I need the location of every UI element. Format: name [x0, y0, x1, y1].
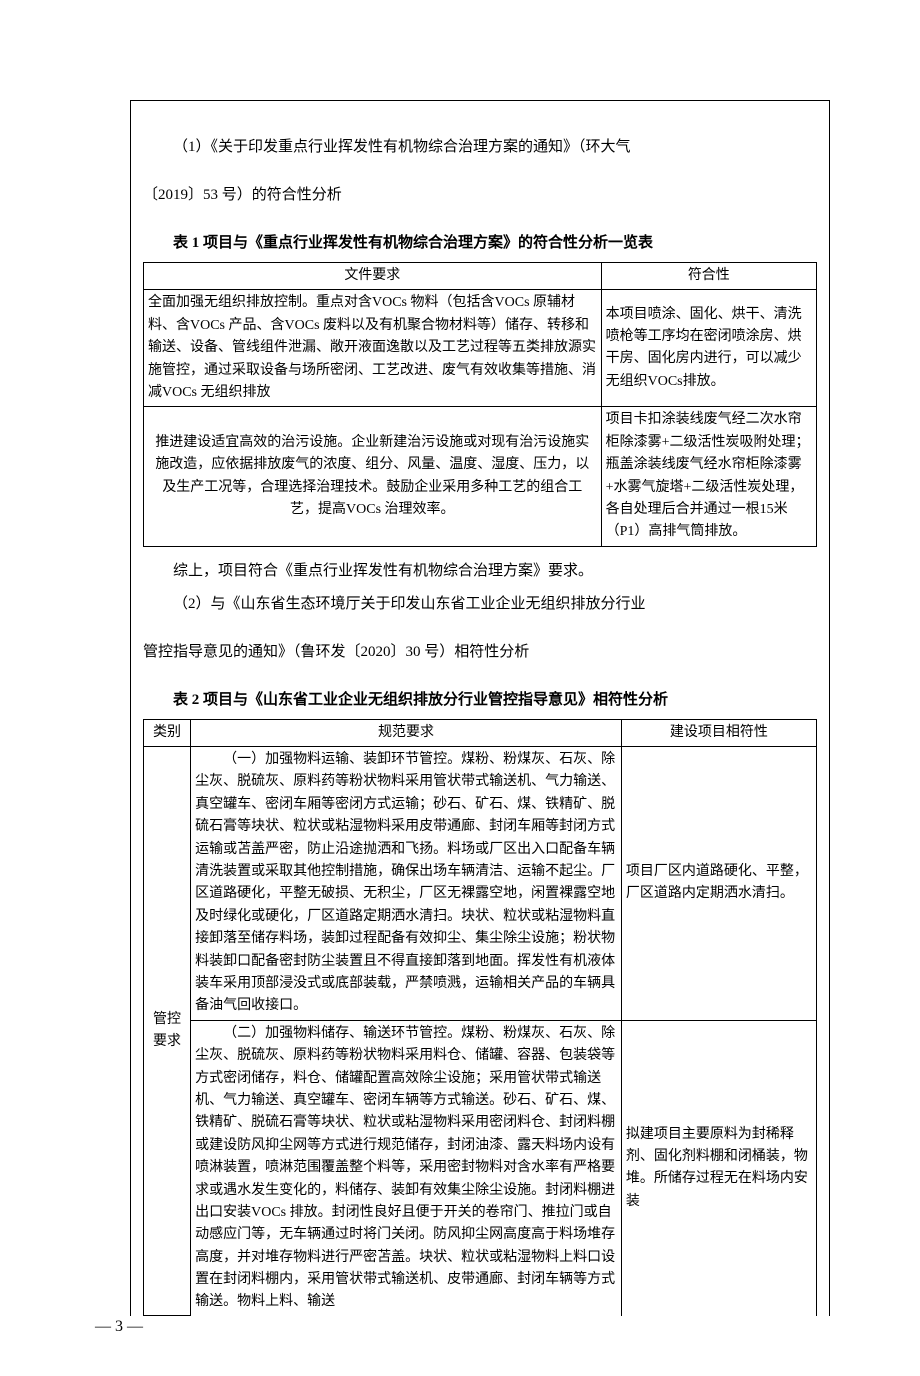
table-2-cell-req-2: （二）加强物料储存、输送环节管控。煤粉、粉煤灰、石灰、除尘灰、脱硫灰、原料药等粉… — [191, 1020, 622, 1316]
paragraph-1-line-2: 〔2019〕53 号）的符合性分析 — [143, 179, 817, 212]
table-2-header-cat: 类别 — [144, 719, 191, 746]
table-2-title: 表 2 项目与《山东省工业企业无组织排放分行业管控指导意见》相符性分析 — [143, 684, 817, 717]
table-2-header-row: 类别 规范要求 建设项目相符性 — [144, 719, 817, 746]
table-1-title: 表 1 项目与《重点行业挥发性有机物综合治理方案》的符合性分析一览表 — [143, 227, 817, 260]
table-row: （二）加强物料储存、输送环节管控。煤粉、粉煤灰、石灰、除尘灰、脱硫灰、原料药等粉… — [144, 1020, 817, 1316]
table-2: 类别 规范要求 建设项目相符性 管控要求 （一）加强物料运输、装卸环节管控。煤粉… — [143, 719, 817, 1317]
table-1-header-comp: 符合性 — [601, 263, 816, 290]
table-1-cell-req-1: 全面加强无组织排放控制。重点对含VOCs 物料（包括含VOCs 原辅材料、含VO… — [144, 290, 602, 407]
table-1-header-req: 文件要求 — [144, 263, 602, 290]
table-1: 文件要求 符合性 全面加强无组织排放控制。重点对含VOCs 物料（包括含VOCs… — [143, 262, 817, 547]
mid-paragraph-1: 综上，项目符合《重点行业挥发性有机物综合治理方案》要求。 — [143, 555, 817, 588]
table-2-cell-comp-2: 拟建项目主要原料为封稀释剂、固化剂料棚和闭桶装，物堆。所储存过程无在料场内安装 — [621, 1020, 816, 1316]
table-1-header-row: 文件要求 符合性 — [144, 263, 817, 290]
table-2-req-1-text: （一）加强物料运输、装卸环节管控。煤粉、粉煤灰、石灰、除尘灰、脱硫灰、原料药等粉… — [195, 749, 617, 1018]
content-frame: （1）《关于印发重点行业挥发性有机物综合治理方案的通知》（环大气 〔2019〕5… — [130, 100, 830, 1316]
table-1-cell-comp-1: 本项目喷涂、固化、烘干、清洗喷枪等工序均在密闭喷涂房、烘干房、固化房内进行，可以… — [601, 290, 816, 407]
table-2-cell-cat: 管控要求 — [144, 747, 191, 1316]
page-number: — 3 — — [95, 1318, 143, 1336]
table-2-cell-comp-1: 项目厂区内道路硬化、平整，厂区道路内定期洒水清扫。 — [621, 747, 816, 1021]
mid-paragraph-2: （2）与《山东省生态环境厅关于印发山东省工业企业无组织排放分行业 — [143, 588, 817, 621]
table-2-req-2-text: （二）加强物料储存、输送环节管控。煤粉、粉煤灰、石灰、除尘灰、脱硫灰、原料药等粉… — [195, 1023, 617, 1314]
document-page: （1）《关于印发重点行业挥发性有机物综合治理方案的通知》（环大气 〔2019〕5… — [0, 0, 920, 1376]
mid-paragraph-3: 管控指导意见的通知》（鲁环发〔2020〕30 号）相符性分析 — [143, 636, 817, 669]
content-block: （1）《关于印发重点行业挥发性有机物综合治理方案的通知》（环大气 〔2019〕5… — [131, 101, 829, 1316]
table-row: 全面加强无组织排放控制。重点对含VOCs 物料（包括含VOCs 原辅材料、含VO… — [144, 290, 817, 407]
table-2-header-comp: 建设项目相符性 — [621, 719, 816, 746]
table-1-cell-comp-2: 项目卡扣涂装线废气经二次水帘柜除漆雾+二级活性炭吸附处理；瓶盖涂装线废气经水帘柜… — [601, 407, 816, 546]
table-2-cell-req-1: （一）加强物料运输、装卸环节管控。煤粉、粉煤灰、石灰、除尘灰、脱硫灰、原料药等粉… — [191, 747, 622, 1021]
paragraph-1-line-1: （1）《关于印发重点行业挥发性有机物综合治理方案的通知》（环大气 — [143, 131, 817, 164]
table-row: 管控要求 （一）加强物料运输、装卸环节管控。煤粉、粉煤灰、石灰、除尘灰、脱硫灰、… — [144, 747, 817, 1021]
table-1-cell-req-2: 推进建设适宜高效的治污设施。企业新建治污设施或对现有治污设施实施改造，应依据排放… — [144, 407, 602, 546]
table-row: 推进建设适宜高效的治污设施。企业新建治污设施或对现有治污设施实施改造，应依据排放… — [144, 407, 817, 546]
table-2-header-req: 规范要求 — [191, 719, 622, 746]
